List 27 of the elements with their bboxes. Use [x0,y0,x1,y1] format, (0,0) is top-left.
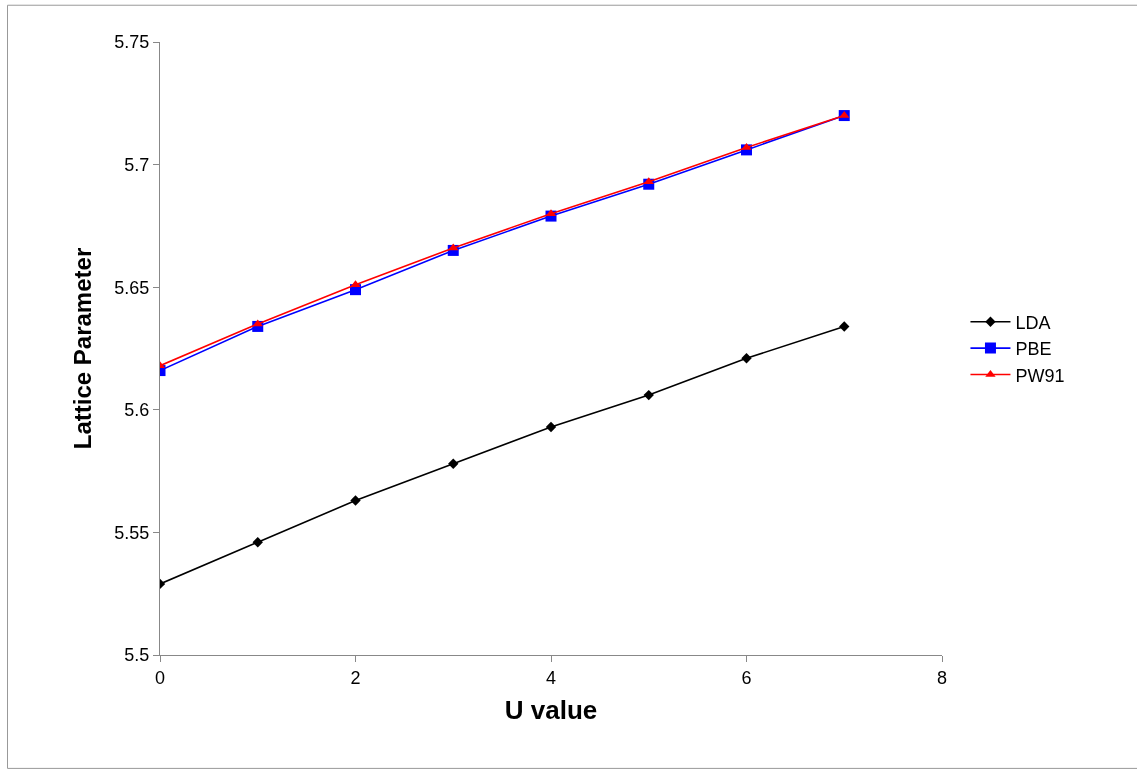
point [839,321,850,332]
x-tick-label: 8 [936,667,948,688]
point [545,421,557,433]
point [741,353,752,364]
x-tick-label: 6 [741,667,752,688]
point [350,495,361,506]
legend-label: PBE [1015,339,1052,360]
x-axis-title: U value [504,695,598,726]
y-axis-title: Lattice Parameter [69,247,97,450]
point [252,319,263,327]
y-tick-label: 5.6 [124,400,150,421]
y-tick-label: 5.75 [114,32,150,53]
x-tick-label: 0 [154,667,166,688]
x-tick-label: 2 [350,667,361,688]
point [448,243,459,251]
point [741,142,752,150]
point [252,537,263,548]
point [643,177,654,185]
point [643,389,654,401]
legend-label: LDA [1015,312,1051,333]
y-tick-label: 5.7 [124,154,150,175]
x-tick-label: 4 [545,667,557,688]
point [448,458,459,469]
y-tick-label: 5.65 [114,277,150,298]
legend-label: PW91 [1015,365,1065,386]
y-tick-label: 5.5 [124,645,150,666]
y-tick-label: 5.55 [114,522,150,543]
